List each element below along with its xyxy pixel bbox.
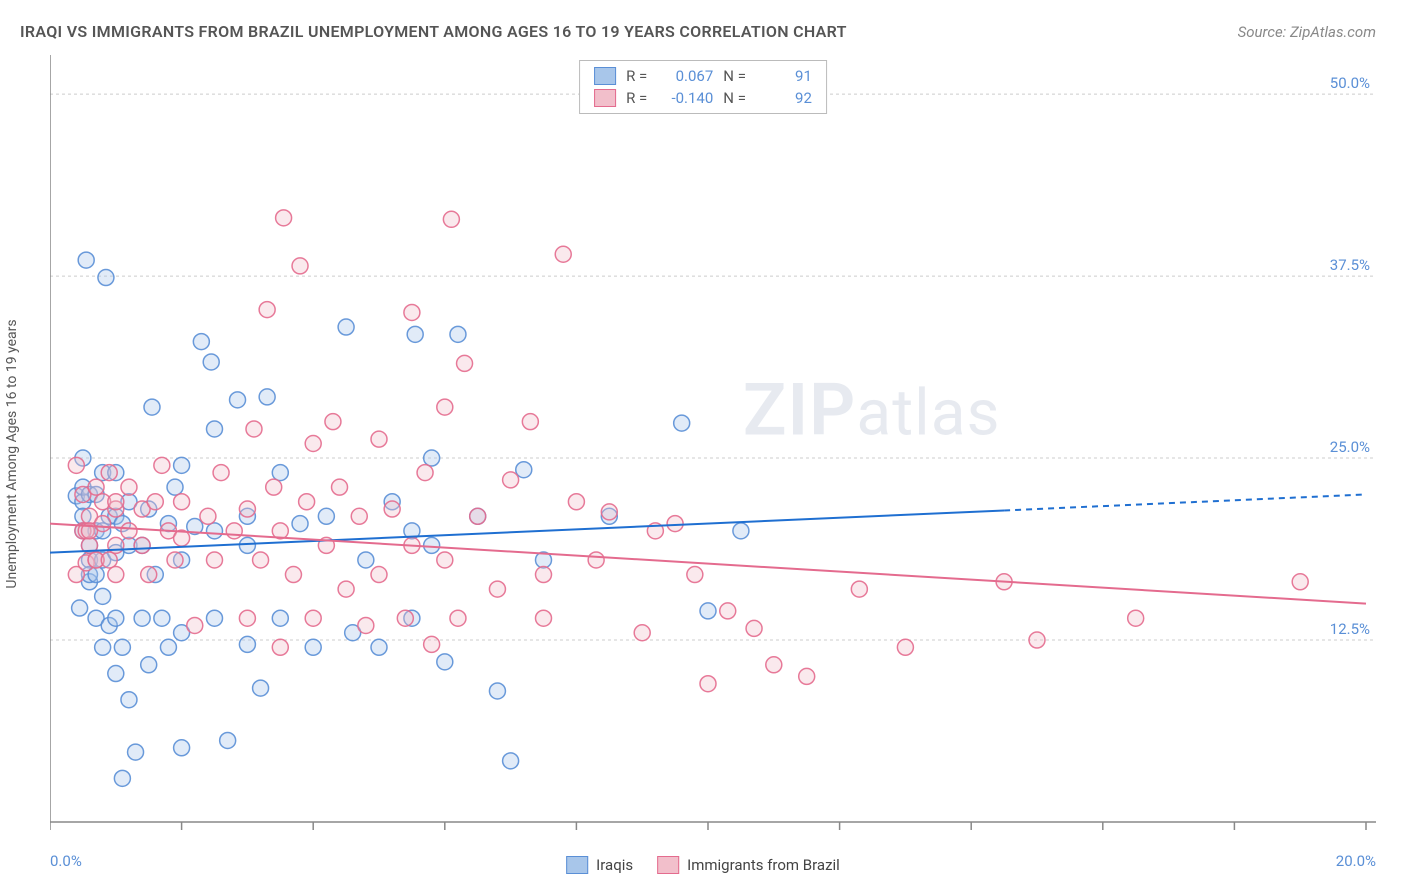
- svg-text:12.5%: 12.5%: [1330, 620, 1370, 638]
- legend-row-brazil: R = -0.140 N = 92: [594, 87, 812, 109]
- x-tick-max: 20.0%: [1336, 852, 1376, 870]
- label-n: N =: [723, 67, 746, 85]
- legend-label-brazil: Immigrants from Brazil: [687, 856, 840, 874]
- legend-item-brazil: Immigrants from Brazil: [657, 856, 840, 874]
- label-n: N =: [723, 89, 746, 107]
- svg-text:37.5%: 37.5%: [1330, 256, 1370, 274]
- swatch-brazil: [657, 856, 679, 874]
- swatch-iraqis: [566, 856, 588, 874]
- legend-row-iraqis: R = 0.067 N = 91: [594, 65, 812, 87]
- x-tick-min: 0.0%: [50, 852, 82, 870]
- value-n-brazil: 92: [756, 89, 812, 107]
- svg-text:50.0%: 50.0%: [1330, 74, 1370, 92]
- chart-title: IRAQI VS IMMIGRANTS FROM BRAZIL UNEMPLOY…: [20, 22, 847, 41]
- y-axis-label: Unemployment Among Ages 16 to 19 years: [4, 319, 20, 588]
- label-r: R =: [626, 67, 647, 85]
- legend-item-iraqis: Iraqis: [566, 856, 633, 874]
- value-r-iraqis: 0.067: [657, 67, 713, 85]
- swatch-iraqis: [594, 67, 616, 85]
- label-r: R =: [626, 89, 647, 107]
- series-legend: Iraqis Immigrants from Brazil: [566, 856, 840, 874]
- value-r-brazil: -0.140: [657, 89, 713, 107]
- legend-label-iraqis: Iraqis: [596, 856, 633, 874]
- svg-text:25.0%: 25.0%: [1330, 438, 1370, 456]
- correlation-legend: R = 0.067 N = 91 R = -0.140 N = 92: [579, 60, 827, 114]
- chart-area: 12.5% 25.0% 37.5% 50.0%: [50, 55, 1376, 832]
- source-attribution: Source: ZipAtlas.com: [1238, 23, 1376, 41]
- swatch-brazil: [594, 89, 616, 107]
- scatter-chart: 12.5% 25.0% 37.5% 50.0%: [50, 55, 1376, 832]
- value-n-iraqis: 91: [756, 67, 812, 85]
